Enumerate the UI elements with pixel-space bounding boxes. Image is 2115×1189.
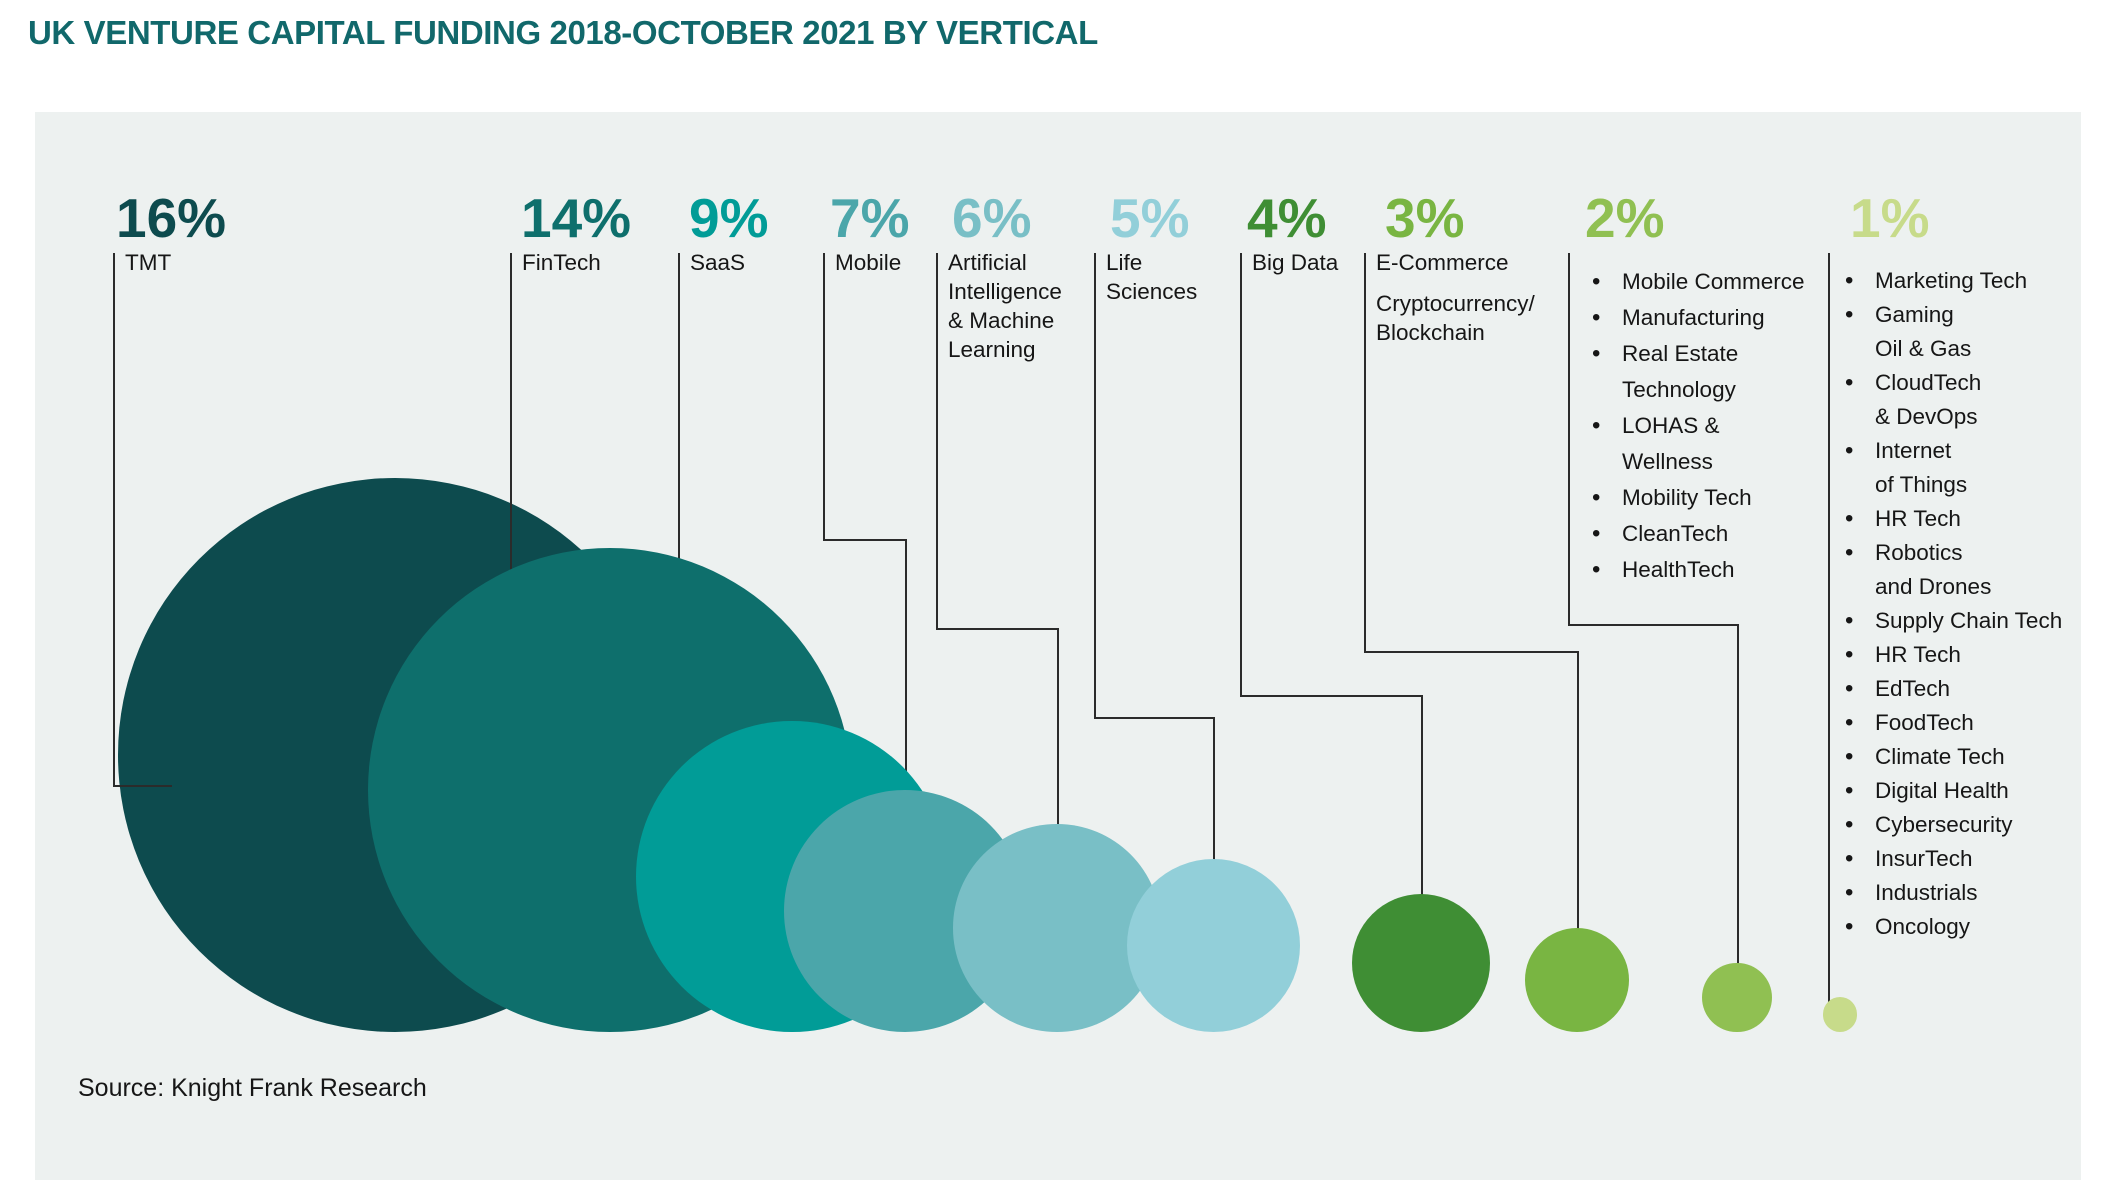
source-note: Source: Knight Frank Research (78, 1074, 427, 1102)
chart-panel (35, 112, 2081, 1180)
page-title: UK VENTURE CAPITAL FUNDING 2018-OCTOBER … (28, 14, 1098, 51)
